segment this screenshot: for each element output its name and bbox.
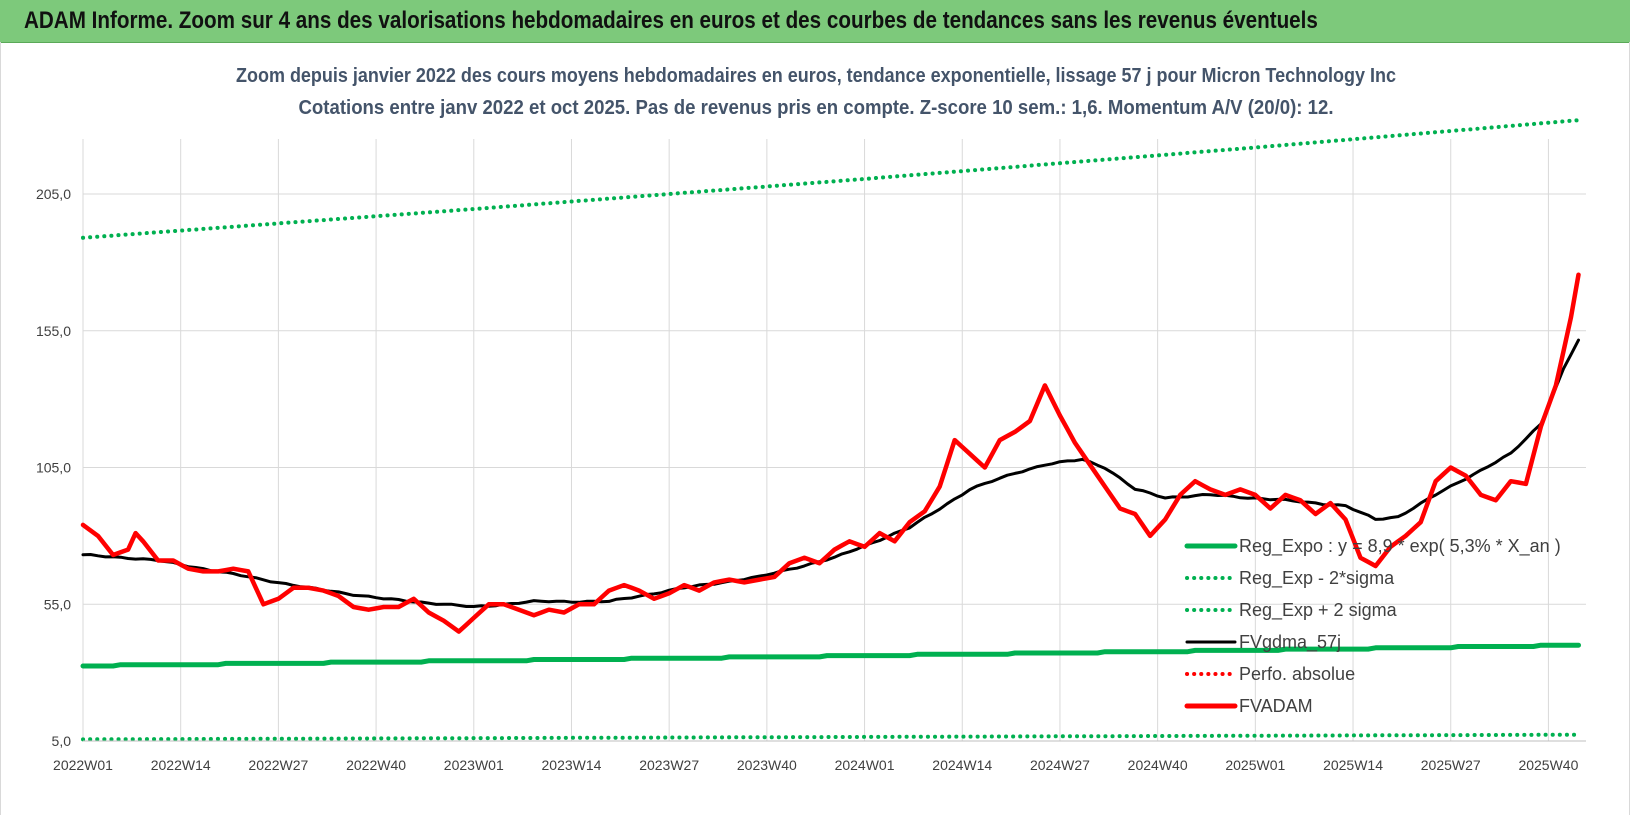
report-banner: ADAM Informe. Zoom sur 4 ans des valoris…: [0, 0, 1630, 43]
x-tick-label: 2022W01: [53, 757, 113, 773]
x-tick-label: 2023W40: [737, 757, 797, 773]
line-chart: 205,0 155,0 105,0 55,0 5,0 2022W01 2022W14 2022…: [36, 65, 1586, 773]
x-tick-label: 2024W27: [1030, 757, 1090, 773]
legend-label: Reg_Expo : y = 8,9 * exp( 5,3% * X_an ): [1239, 536, 1561, 557]
x-tick-label: 2023W27: [639, 757, 699, 773]
y-tick-label: 105,0: [36, 460, 71, 476]
chart-subtitle: Cotations entre janv 2022 et oct 2025. P…: [299, 97, 1334, 119]
legend: Reg_Expo : y = 8,9 * exp( 5,3% * X_an ) R…: [1184, 536, 1561, 716]
series-line-fvadam: [80, 272, 1581, 634]
series-line-reg-expo-y-8-9-exp-5-3-x-an: [80, 642, 1581, 669]
x-tick-label: 2022W27: [248, 757, 308, 773]
y-tick-label: 155,0: [36, 323, 71, 339]
y-tick-label: 205,0: [36, 186, 71, 202]
x-tick-label: 2025W14: [1323, 757, 1383, 773]
x-tick-label: 2024W14: [932, 757, 992, 773]
x-tick-label: 2022W14: [151, 757, 211, 773]
x-tick-label: 2024W01: [835, 757, 895, 773]
chart-area: 205,0 155,0 105,0 55,0 5,0 2022W01 2022W14 2022…: [0, 42, 1630, 815]
x-tick-label: 2022W40: [346, 757, 406, 773]
legend-label: Reg_Exp - 2*sigma: [1239, 568, 1395, 589]
legend-label: FVADAM: [1239, 696, 1313, 716]
axis-group: 205,0 155,0 105,0 55,0 5,0 2022W01 2022W14 2022…: [36, 186, 1586, 773]
series-line-reg-exp-2-sigma: [81, 118, 1581, 240]
x-tick-label: 2023W14: [542, 757, 602, 773]
x-tick-label: 2024W40: [1128, 757, 1188, 773]
series-line-reg-exp-2-sigma: [81, 732, 1581, 742]
legend-label: Perfo. absolue: [1239, 664, 1355, 684]
x-tick-label: 2025W01: [1225, 757, 1285, 773]
x-tick-label: 2025W40: [1518, 757, 1578, 773]
series-line-fvgdma-57j: [81, 338, 1580, 608]
report-title: ADAM Informe. Zoom sur 4 ans des valoris…: [24, 7, 1318, 34]
y-tick-label: 5,0: [52, 733, 72, 749]
x-tick-label: 2023W01: [444, 757, 504, 773]
legend-label: Reg_Exp + 2 sigma: [1239, 600, 1398, 621]
legend-label: FVgdma_57j: [1239, 632, 1341, 653]
chart-title: Zoom depuis janvier 2022 des cours moyen…: [236, 65, 1396, 87]
series-group: [80, 118, 1581, 742]
x-tick-label: 2025W27: [1421, 757, 1481, 773]
y-tick-label: 55,0: [44, 596, 71, 612]
